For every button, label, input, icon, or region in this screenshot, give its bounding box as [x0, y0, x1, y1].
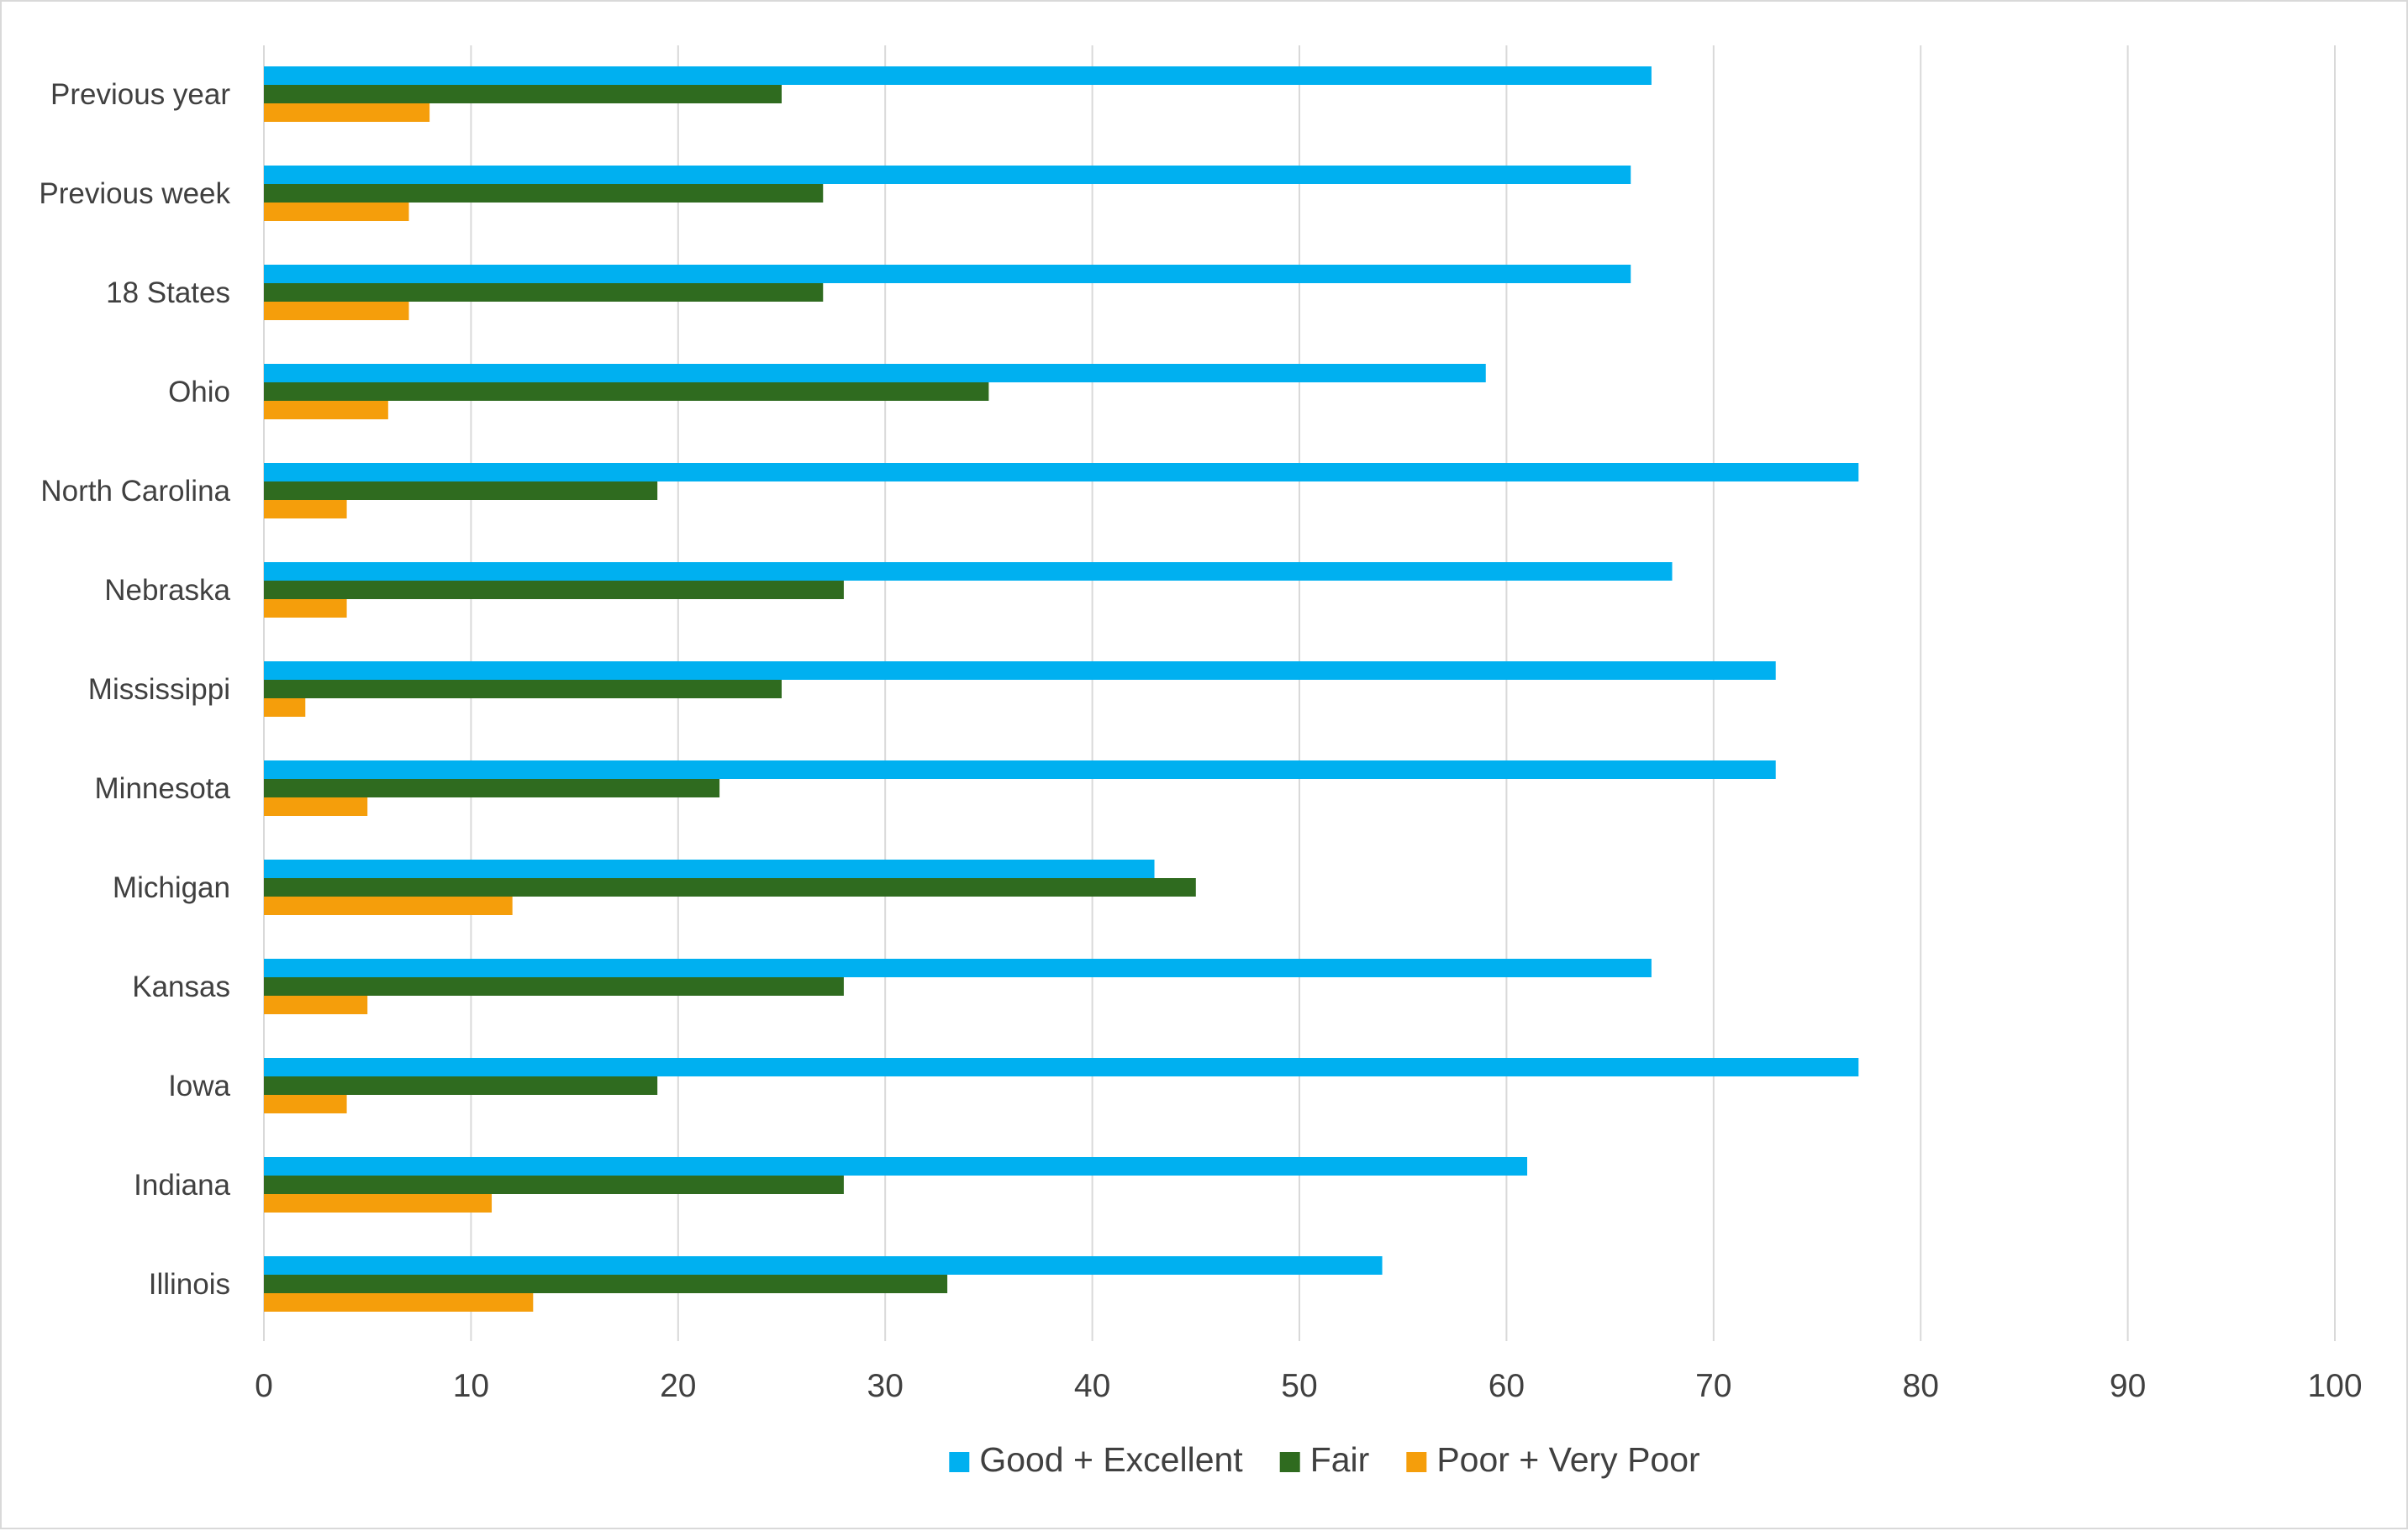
bar-poor-very-poor	[264, 897, 513, 915]
bar-fair	[264, 581, 844, 599]
bar-good-excellent	[264, 265, 1631, 283]
bar-poor-very-poor	[264, 996, 368, 1014]
bar-poor-very-poor	[264, 599, 347, 618]
category-label: Michigan	[113, 871, 230, 904]
bar-fair	[264, 481, 658, 500]
bar-good-excellent	[264, 1256, 1383, 1275]
x-tick-label: 30	[867, 1368, 904, 1404]
legend-swatch	[949, 1452, 970, 1472]
bar-good-excellent	[264, 562, 1673, 581]
legend-swatch	[1406, 1452, 1427, 1472]
bar-poor-very-poor	[264, 797, 368, 816]
category-label: Iowa	[168, 1070, 230, 1102]
category-label: Ohio	[168, 376, 230, 408]
legend-label: Good + Excellent	[979, 1440, 1243, 1479]
bar-good-excellent	[264, 364, 1486, 382]
bar-good-excellent	[264, 1058, 1859, 1076]
legend: Good + Excellent Fair Poor + Very Poor	[949, 1440, 1700, 1479]
bar-poor-very-poor	[264, 103, 430, 122]
bar-poor-very-poor	[264, 698, 306, 717]
bar-fair	[264, 878, 1196, 897]
bar-good-excellent	[264, 959, 1652, 977]
category-label: Indiana	[134, 1169, 230, 1202]
bar-poor-very-poor	[264, 401, 388, 419]
bar-fair	[264, 283, 824, 302]
x-tick-label: 50	[1281, 1368, 1317, 1404]
legend-label: Fair	[1310, 1440, 1370, 1479]
x-tick-label: 40	[1074, 1368, 1110, 1404]
gridlines	[263, 45, 2336, 1341]
category-label: Previous week	[39, 177, 230, 210]
x-tick-label: 70	[1695, 1368, 1731, 1404]
bar-good-excellent	[264, 661, 1776, 680]
bar-good-excellent	[264, 66, 1652, 85]
bar-fair	[264, 1176, 844, 1194]
bar-fair	[264, 779, 720, 797]
x-tick-label: 20	[660, 1368, 696, 1404]
bar-good-excellent	[264, 166, 1631, 184]
x-tick-label: 10	[453, 1368, 489, 1404]
bar-poor-very-poor	[264, 302, 409, 320]
category-label: Minnesota	[95, 772, 231, 805]
bar-poor-very-poor	[264, 500, 347, 518]
bar-good-excellent	[264, 1157, 1528, 1176]
category-label: Illinois	[149, 1268, 230, 1301]
x-tick-label: 80	[1903, 1368, 1939, 1404]
legend-item: Good + Excellent	[949, 1440, 1243, 1479]
x-tick-label: 100	[2307, 1368, 2362, 1404]
axes: 0 10 20 30 40 50 60 70 80 90 100 Previous year Previ…	[39, 78, 2362, 1404]
bar-fair	[264, 977, 844, 996]
category-label: Previous year	[50, 78, 230, 111]
bars	[264, 66, 1859, 1312]
legend-swatch	[1279, 1452, 1300, 1472]
legend-item: Poor + Very Poor	[1406, 1440, 1700, 1479]
x-tick-label: 60	[1489, 1368, 1525, 1404]
category-label: Mississippi	[88, 673, 230, 706]
legend-item: Fair	[1279, 1440, 1370, 1479]
bar-fair	[264, 1076, 658, 1095]
bar-fair	[264, 1275, 948, 1293]
x-tick-label: 90	[2110, 1368, 2146, 1404]
category-label: Kansas	[132, 971, 230, 1003]
bar-good-excellent	[264, 463, 1859, 481]
legend-label: Poor + Very Poor	[1436, 1440, 1699, 1479]
bar-poor-very-poor	[264, 1095, 347, 1113]
bar-good-excellent	[264, 860, 1155, 878]
x-tick-label: 0	[255, 1368, 273, 1404]
bar-fair	[264, 85, 782, 103]
bar-fair	[264, 382, 989, 401]
bar-fair	[264, 184, 824, 203]
category-label: Nebraska	[104, 574, 230, 607]
bar-poor-very-poor	[264, 1293, 534, 1312]
category-label: North Carolina	[40, 475, 230, 508]
bar-fair	[264, 680, 782, 698]
bar-poor-very-poor	[264, 203, 409, 221]
bar-poor-very-poor	[264, 1194, 493, 1213]
bar-good-excellent	[264, 760, 1776, 779]
category-label: 18 States	[106, 276, 230, 309]
